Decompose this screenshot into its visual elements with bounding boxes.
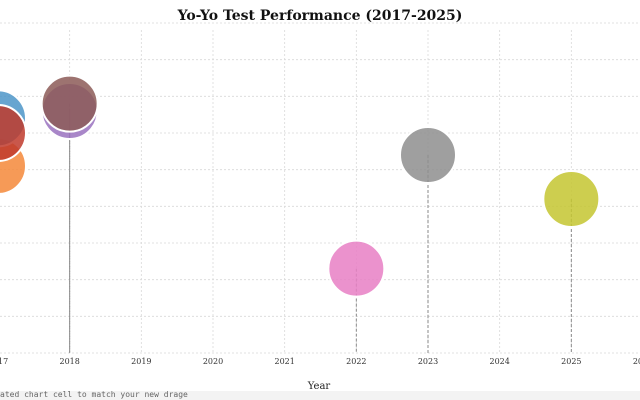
x-tick-label: 2021 [274,357,294,366]
data-point[interactable] [0,104,27,162]
stems [69,103,572,353]
x-tick-label: 2018 [59,357,79,366]
x-tick-label: 2025 [561,357,581,366]
x-ticks: 2017 2018 2019 2020 2021 2022 2023 2024 2025 2026 [0,357,640,366]
x-tick-label: 2017 [0,357,8,366]
x-tick-label: 2019 [131,357,151,366]
data-point[interactable] [40,74,99,133]
data-point[interactable] [542,170,601,228]
x-tick-label: 2024 [489,357,509,366]
x-tick-label: 2023 [418,357,438,366]
x-axis-label: Year [307,381,331,392]
footer-text: ated chart cell to match your new drage [0,391,640,400]
points [0,74,601,298]
chart-title: Yo-Yo Test Performance (2017-2025) [177,8,463,24]
grid [0,22,640,354]
x-tick-label: 2022 [346,357,366,366]
data-point[interactable] [399,126,457,184]
x-tick-label: 2020 [203,357,223,366]
x-tick-label: 2026 [633,357,640,366]
data-point[interactable] [327,239,386,298]
